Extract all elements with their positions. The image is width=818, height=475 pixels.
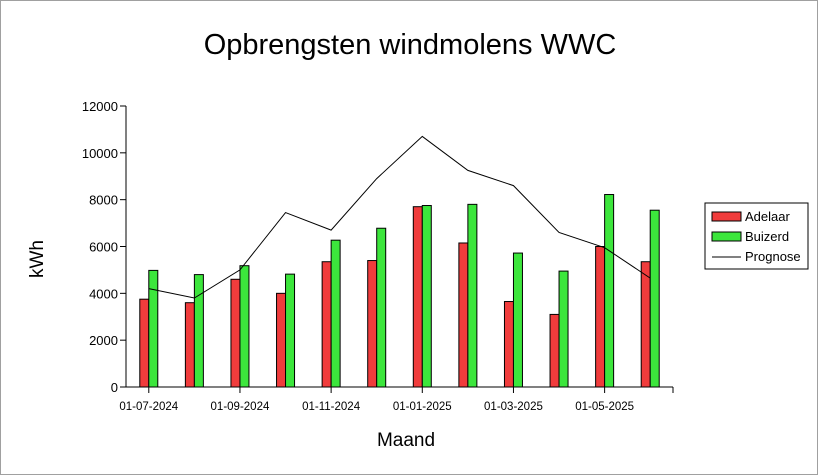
x-tick-label: 01-05-2025 bbox=[575, 401, 634, 413]
bar-buizerd bbox=[558, 270, 569, 388]
y-axis-label: kWh bbox=[27, 240, 48, 278]
x-axis-label: Maand bbox=[377, 430, 435, 451]
bar-adelaar bbox=[139, 298, 150, 388]
y-tick-label: 12000 bbox=[82, 99, 118, 114]
bar-buizerd bbox=[148, 269, 159, 388]
bar-adelaar bbox=[230, 278, 241, 388]
bar-buizerd bbox=[376, 227, 387, 388]
y-tick-label: 0 bbox=[111, 380, 118, 395]
legend: Adelaar Buizerd Prognose bbox=[704, 202, 809, 270]
bar-adelaar bbox=[184, 302, 195, 388]
y-tick-label: 10000 bbox=[82, 146, 118, 161]
plot-area: 0 2000 4000 6000 8000 10000 12000 01-07-2024 01-… bbox=[82, 99, 674, 413]
bar-buizerd bbox=[467, 203, 478, 388]
bar-buizerd bbox=[604, 194, 615, 388]
y-tick-label: 4000 bbox=[89, 286, 118, 301]
y-tick-label: 6000 bbox=[89, 240, 118, 255]
x-tick-label: 01-11-2024 bbox=[302, 401, 361, 413]
line-prognose bbox=[148, 135, 651, 299]
bar-adelaar bbox=[549, 313, 560, 388]
legend-label-adelaar: Adelaar bbox=[745, 209, 790, 224]
bar-buizerd bbox=[193, 274, 204, 388]
legend-swatch-buizerd bbox=[711, 231, 742, 242]
bar-adelaar bbox=[367, 260, 378, 388]
bar-adelaar bbox=[276, 292, 287, 388]
y-tick-label: 8000 bbox=[89, 193, 118, 208]
x-tick-label: 01-03-2025 bbox=[484, 401, 543, 413]
bar-adelaar bbox=[503, 301, 514, 388]
bar-buizerd bbox=[421, 205, 432, 388]
bar-buizerd bbox=[239, 265, 250, 388]
y-tick-label: 2000 bbox=[89, 333, 118, 348]
bar-adelaar bbox=[595, 246, 606, 388]
bar-adelaar bbox=[458, 242, 469, 388]
bar-adelaar bbox=[412, 206, 423, 388]
legend-label-buizerd: Buizerd bbox=[745, 229, 789, 244]
bar-buizerd bbox=[649, 209, 660, 388]
x-tick-label: 01-01-2025 bbox=[393, 401, 452, 413]
bar-buizerd bbox=[512, 252, 523, 388]
bar-adelaar bbox=[640, 261, 651, 388]
legend-swatch-adelaar bbox=[711, 211, 742, 222]
legend-label-prognose: Prognose bbox=[745, 249, 801, 264]
x-tick-label: 01-07-2024 bbox=[119, 401, 178, 413]
chart-title: Opbrengsten windmolens WWC bbox=[204, 29, 617, 61]
bar-buizerd bbox=[285, 273, 296, 388]
bar-adelaar bbox=[321, 261, 332, 388]
bar-buizerd bbox=[330, 239, 341, 388]
x-tick-label: 01-09-2024 bbox=[211, 401, 270, 413]
